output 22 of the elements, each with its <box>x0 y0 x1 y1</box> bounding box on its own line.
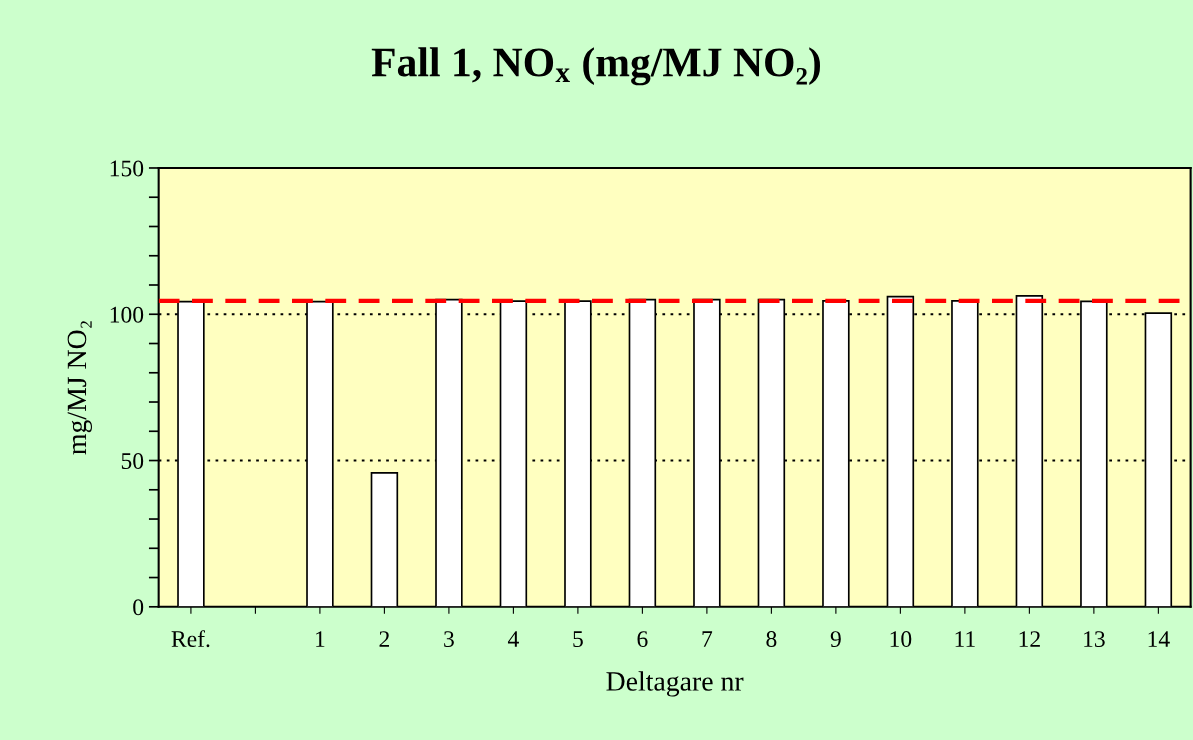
x-tick-label: 13 <box>1084 631 1105 648</box>
x-tick-label: Ref. <box>171 630 210 648</box>
x-tick-label: 5 <box>573 631 583 648</box>
x-tick-label: 8 <box>766 631 777 648</box>
x-tick-label: 1 <box>316 631 325 647</box>
x-tick-label: 4 <box>507 631 519 647</box>
x-tick-label: 7 <box>702 631 713 647</box>
x-tick-label: 2 <box>379 631 390 647</box>
x-tick-label: 11 <box>955 631 975 647</box>
y-tick-label: 150 <box>110 160 144 177</box>
x-tick-label: 14 <box>1148 631 1170 647</box>
x-tick-label: 12 <box>1019 631 1040 647</box>
y-tick-label: 50 <box>121 453 144 469</box>
x-tick-label: 6 <box>637 631 648 648</box>
chart-title: Fall 1, NO$_{x}$ (mg/MJ NO₂) <box>371 47 820 86</box>
y-tick-label: 100 <box>110 306 144 323</box>
y-tick-label: 0 <box>133 599 144 616</box>
y-axis-title: mg/MJ NO₂ <box>67 321 92 455</box>
x-tick-label: 10 <box>890 631 912 648</box>
x-tick-label: 9 <box>830 631 841 648</box>
x-tick-label: 3 <box>444 631 454 648</box>
x-axis-title: Deltagare nr <box>606 671 744 697</box>
